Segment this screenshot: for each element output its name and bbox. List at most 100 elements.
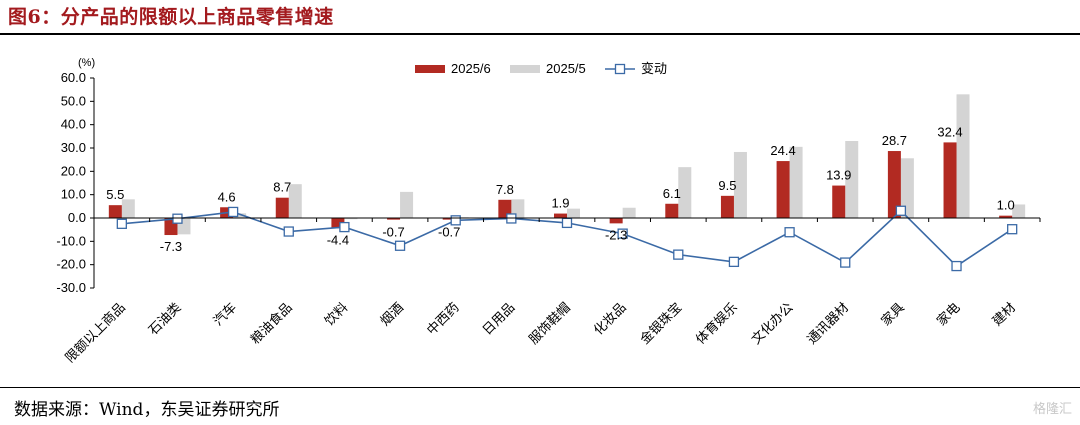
y-axis: 60.0 50.0 40.0 30.0 20.0 10.0 0.0 -10.0 -20.0 -30… (56, 70, 95, 295)
y-tick-label: 0.0 (68, 210, 86, 225)
bar-2025-5 (344, 218, 358, 220)
x-tick-label: 中西药 (424, 300, 462, 338)
y-unit-label: (%) (78, 57, 95, 69)
data-labels: 5.5 -7.3 4.6 8.7 -4.4 -0.7 -0.7 7.8 1.9 -2.3 6.1 9.… (106, 124, 1014, 254)
x-tick-label: 家具 (878, 300, 908, 330)
x-tick-label: 通讯器材 (805, 300, 852, 347)
bar-2025-5 (622, 207, 636, 218)
source-rule (0, 387, 1080, 388)
y-tick-label: -30.0 (56, 280, 86, 295)
title-rule (0, 33, 1080, 35)
x-tick-label: 金银珠宝 (637, 300, 685, 348)
bar-2025-5 (733, 151, 747, 218)
data-label: 28.7 (882, 133, 907, 148)
change-marker (784, 227, 795, 238)
bar-2025-5 (789, 146, 803, 218)
x-axis: 限额以上商品 石油类 汽车 粮油食品 饮料 烟酒 中西药 日用品 服饰鞋帽 化妆品 金银珠宝 体育娱乐… (63, 217, 1041, 366)
data-label: -0.7 (438, 225, 460, 240)
bar-2025-6 (609, 218, 623, 224)
x-tick-label: 粮油食品 (247, 300, 295, 348)
bar-2025-6 (387, 218, 401, 220)
change-marker (339, 221, 350, 233)
change-marker (1007, 224, 1018, 235)
data-label: 7.8 (496, 182, 514, 197)
bar-2025-6 (832, 185, 846, 218)
x-tick-label: 饮料 (322, 300, 351, 329)
data-label: 4.6 (218, 189, 236, 204)
x-tick-label: 服饰鞋帽 (526, 300, 574, 348)
x-tick-label: 限额以上商品 (63, 300, 129, 366)
change-marker (116, 218, 127, 229)
change-marker (450, 215, 461, 226)
bar-2025-6 (943, 142, 957, 218)
x-tick-label: 汽车 (210, 300, 240, 330)
bar-2025-5 (288, 184, 302, 218)
data-label: -2.3 (605, 227, 627, 242)
change-marker (895, 205, 907, 216)
series-2025-5-bars (121, 94, 1026, 235)
retail-growth-chart: (%) 2025/6 2025/5 变动 60.0 50.0 40.0 30.0 20.0 1… (56, 57, 1041, 366)
change-marker (283, 226, 294, 237)
bar-2025-5 (1012, 204, 1026, 218)
data-label: 13.9 (826, 168, 851, 183)
bar-2025-6 (720, 195, 734, 218)
bar-2025-6 (665, 203, 679, 218)
data-label: -4.4 (327, 232, 349, 247)
change-marker (673, 249, 684, 260)
bar-2025-5 (956, 94, 970, 218)
change-marker (617, 228, 628, 239)
bar-2025-5 (400, 191, 414, 218)
change-marker (394, 240, 406, 251)
bar-2025-6 (108, 205, 122, 218)
x-tick-label: 石油类 (146, 300, 184, 338)
series-change-line (116, 205, 1018, 272)
y-tick-label: 50.0 (61, 93, 86, 108)
bar-2025-5 (567, 208, 580, 218)
y-tick-label: -20.0 (56, 257, 86, 272)
watermark: 格隆汇 (1032, 402, 1072, 417)
bar-2025-6 (554, 213, 567, 218)
data-label: 32.4 (937, 124, 962, 139)
data-label: 24.4 (770, 143, 795, 158)
bar-2025-6 (776, 161, 790, 218)
legend-label: 2025/5 (546, 61, 586, 76)
data-label: -0.7 (382, 225, 404, 240)
y-tick-label: 10.0 (61, 187, 86, 202)
bar-2025-6 (999, 215, 1013, 218)
bar-2025-6 (442, 218, 456, 220)
chart-legend: 2025/6 2025/5 变动 (415, 61, 667, 76)
y-tick-label: 20.0 (61, 163, 86, 178)
legend-marker-swatch (614, 63, 626, 75)
series-2025-6-bars (108, 142, 1013, 236)
source-note: 数据来源：Wind，东吴证券研究所 (14, 400, 280, 420)
bar-2025-5 (233, 213, 247, 218)
y-tick-label: 30.0 (61, 140, 86, 155)
x-tick-label: 化妆品 (591, 300, 629, 338)
x-tick-label: 文化办公 (749, 300, 796, 347)
data-label: 5.5 (106, 187, 124, 202)
legend-swatch (415, 65, 445, 73)
bar-2025-5 (121, 199, 135, 218)
data-label: 1.9 (551, 196, 569, 211)
legend-swatch (510, 65, 540, 73)
change-marker (172, 213, 183, 224)
x-tick-label: 家电 (934, 300, 964, 330)
bar-2025-5 (900, 158, 914, 218)
data-label: 6.1 (663, 186, 681, 201)
change-marker (227, 206, 239, 218)
x-tick-label: 体育娱乐 (693, 300, 741, 348)
change-marker (951, 260, 962, 272)
data-label: 8.7 (273, 180, 291, 195)
bar-2025-6 (887, 151, 901, 218)
data-label: -7.3 (160, 239, 182, 254)
legend-label: 2025/6 (451, 61, 491, 76)
legend-label: 变动 (641, 61, 667, 76)
change-marker (840, 257, 851, 268)
change-marker (728, 256, 740, 268)
x-tick-label: 烟酒 (378, 300, 407, 329)
y-tick-label: 40.0 (61, 117, 86, 132)
y-tick-label: -10.0 (56, 233, 86, 248)
x-tick-label: 日用品 (480, 300, 518, 338)
x-tick-label: 建材 (990, 300, 1019, 329)
bar-2025-6 (331, 218, 345, 229)
